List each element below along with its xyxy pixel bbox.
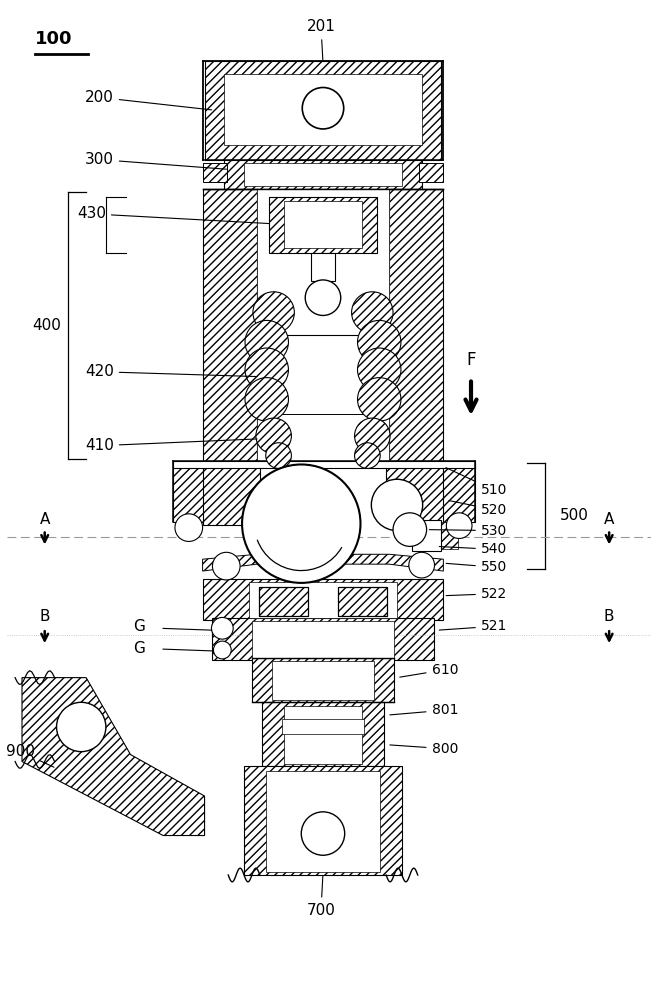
Circle shape (175, 514, 203, 541)
Bar (173, 461, 475, 468)
Circle shape (57, 702, 106, 752)
Circle shape (447, 513, 472, 538)
Bar (266, 771, 380, 872)
Circle shape (245, 348, 288, 391)
Bar (412, 520, 441, 551)
Text: G: G (134, 641, 145, 656)
Text: 200: 200 (85, 90, 212, 110)
Text: 400: 400 (32, 318, 61, 333)
Bar (244, 163, 402, 186)
Circle shape (245, 378, 288, 421)
Text: 540: 540 (439, 542, 507, 556)
Bar (284, 706, 363, 764)
Bar (259, 587, 308, 616)
Bar (386, 461, 443, 525)
Text: 550: 550 (446, 560, 507, 574)
Text: 521: 521 (439, 619, 507, 633)
Circle shape (213, 641, 231, 659)
Circle shape (253, 292, 294, 333)
Text: 530: 530 (430, 524, 507, 538)
Text: B: B (40, 609, 50, 624)
Polygon shape (22, 678, 205, 836)
Text: 510: 510 (446, 468, 507, 497)
Bar (311, 253, 335, 281)
Circle shape (357, 320, 401, 364)
Polygon shape (203, 554, 443, 571)
Text: 410: 410 (85, 438, 257, 453)
Circle shape (211, 617, 233, 639)
Circle shape (266, 443, 291, 468)
Bar (252, 621, 394, 658)
Bar (389, 189, 443, 461)
Text: 800: 800 (390, 742, 458, 756)
Text: 610: 610 (400, 663, 458, 677)
Circle shape (245, 320, 288, 364)
Text: 520: 520 (449, 501, 507, 517)
Text: G: G (134, 619, 145, 634)
Bar (282, 719, 364, 734)
Text: 201: 201 (306, 19, 335, 60)
Text: 522: 522 (446, 587, 507, 601)
Bar (419, 463, 475, 522)
Text: 900: 900 (6, 744, 54, 767)
Bar (284, 201, 363, 248)
Circle shape (242, 464, 361, 583)
Bar (203, 579, 443, 620)
Bar (269, 197, 378, 253)
Circle shape (409, 552, 434, 578)
Bar (224, 160, 422, 189)
Text: 500: 500 (560, 508, 589, 523)
Text: 300: 300 (85, 152, 226, 169)
Bar (259, 587, 308, 616)
Bar (262, 702, 384, 766)
Circle shape (393, 513, 426, 546)
Bar (436, 522, 458, 549)
Bar (257, 189, 389, 461)
Bar (249, 582, 397, 618)
Bar (213, 618, 434, 660)
Bar (419, 163, 443, 182)
Bar (203, 461, 260, 525)
Bar (252, 658, 394, 702)
Circle shape (355, 418, 390, 454)
Circle shape (357, 348, 401, 391)
Bar (224, 74, 422, 145)
Circle shape (301, 812, 345, 855)
Text: A: A (604, 512, 614, 527)
Text: A: A (40, 512, 50, 527)
Bar (338, 587, 387, 616)
Bar (203, 189, 257, 461)
Circle shape (303, 88, 344, 129)
Text: F: F (466, 351, 476, 369)
Circle shape (305, 280, 341, 315)
Text: B: B (604, 609, 614, 624)
Circle shape (213, 552, 240, 580)
Text: 801: 801 (390, 703, 458, 717)
Bar (205, 61, 441, 160)
Text: 430: 430 (77, 206, 269, 224)
Bar (338, 587, 387, 616)
Text: 100: 100 (35, 30, 72, 48)
Circle shape (357, 378, 401, 421)
Bar (203, 163, 228, 182)
Circle shape (256, 418, 291, 454)
Text: 700: 700 (306, 876, 335, 918)
Bar (244, 766, 402, 875)
Bar (173, 463, 228, 522)
Circle shape (372, 479, 422, 531)
Text: 420: 420 (85, 364, 257, 379)
Circle shape (351, 292, 393, 333)
Circle shape (355, 443, 380, 468)
Bar (272, 661, 374, 700)
